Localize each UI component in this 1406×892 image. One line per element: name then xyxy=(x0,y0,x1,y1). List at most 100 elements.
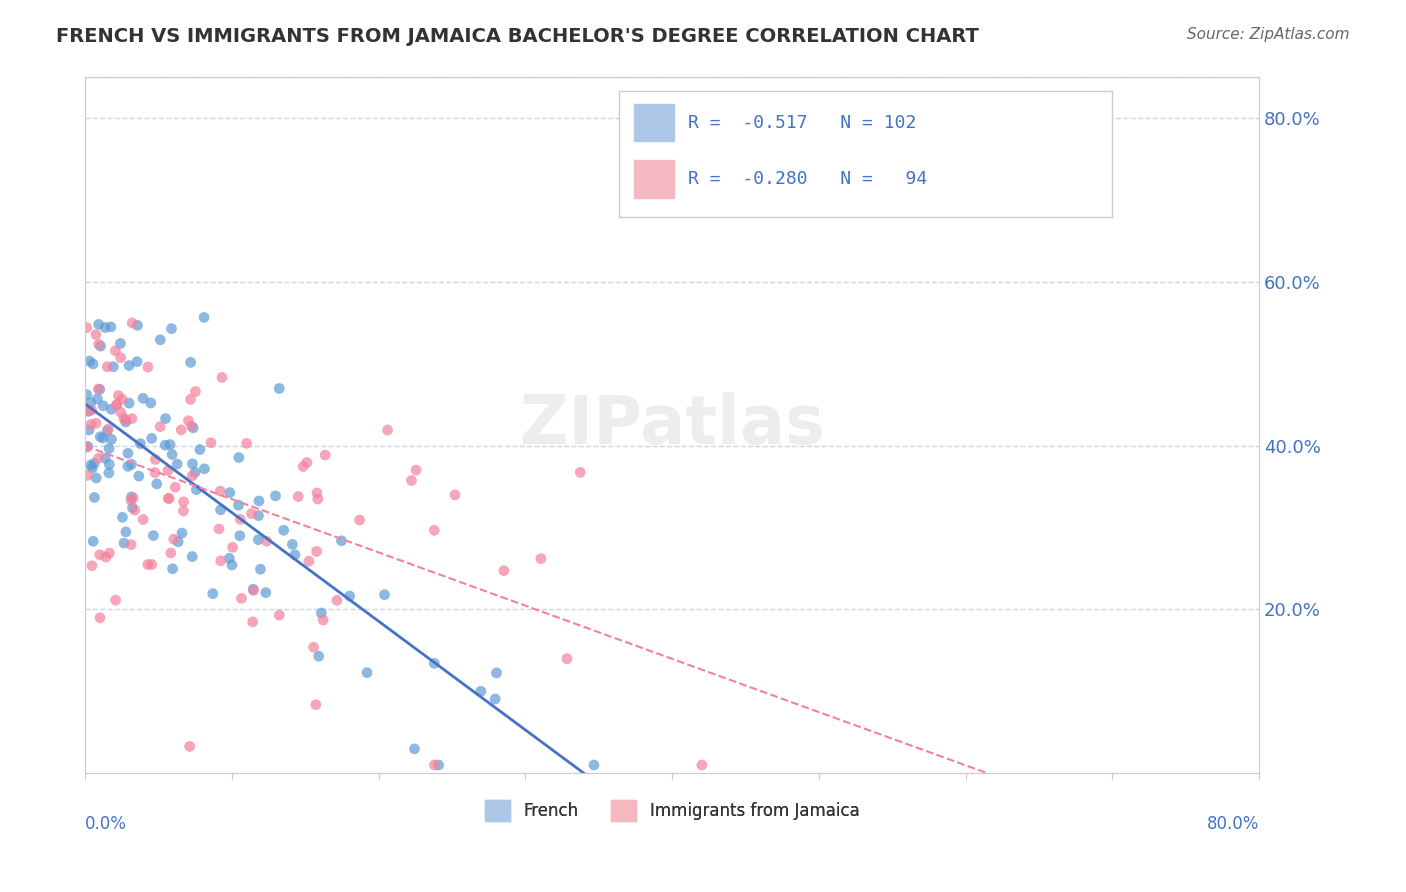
French xyxy=(218,485,240,500)
Immigrants from Jamaica xyxy=(136,558,159,572)
French xyxy=(247,508,270,523)
French xyxy=(281,537,304,551)
Immigrants from Jamaica xyxy=(143,452,166,467)
French xyxy=(470,684,492,698)
French xyxy=(153,438,176,452)
French xyxy=(127,354,149,368)
Immigrants from Jamaica xyxy=(110,351,132,365)
Immigrants from Jamaica xyxy=(209,554,232,568)
Immigrants from Jamaica xyxy=(492,564,515,578)
Immigrants from Jamaica xyxy=(159,546,181,560)
Immigrants from Jamaica xyxy=(76,440,98,454)
Immigrants from Jamaica xyxy=(76,468,98,483)
Immigrants from Jamaica xyxy=(200,435,222,450)
French xyxy=(80,395,103,409)
Immigrants from Jamaica xyxy=(120,493,142,508)
Immigrants from Jamaica xyxy=(177,414,200,428)
Immigrants from Jamaica xyxy=(530,551,553,566)
Immigrants from Jamaica xyxy=(104,593,127,607)
French xyxy=(485,665,508,680)
Immigrants from Jamaica xyxy=(110,405,132,419)
French xyxy=(188,442,211,457)
Immigrants from Jamaica xyxy=(209,484,232,499)
Immigrants from Jamaica xyxy=(84,416,107,430)
Immigrants from Jamaica xyxy=(76,320,98,334)
Immigrants from Jamaica xyxy=(229,512,252,526)
French xyxy=(132,392,155,406)
French xyxy=(112,536,135,550)
Immigrants from Jamaica xyxy=(120,538,142,552)
Immigrants from Jamaica xyxy=(295,455,318,469)
French xyxy=(100,319,122,334)
Immigrants from Jamaica xyxy=(96,359,118,374)
Immigrants from Jamaica xyxy=(104,343,127,358)
French xyxy=(96,424,118,438)
French xyxy=(110,336,132,351)
French xyxy=(141,431,163,445)
French xyxy=(83,491,105,505)
French xyxy=(201,587,224,601)
Immigrants from Jamaica xyxy=(298,554,321,568)
Text: 0.0%: 0.0% xyxy=(86,815,127,833)
Immigrants from Jamaica xyxy=(231,591,253,606)
Immigrants from Jamaica xyxy=(305,698,328,712)
French xyxy=(249,562,271,576)
French xyxy=(94,320,117,334)
French xyxy=(242,582,264,597)
Immigrants from Jamaica xyxy=(79,403,101,417)
Immigrants from Jamaica xyxy=(157,491,180,506)
French xyxy=(100,402,122,417)
French xyxy=(111,510,134,524)
Immigrants from Jamaica xyxy=(124,503,146,517)
French xyxy=(77,423,100,437)
French xyxy=(484,692,506,706)
French xyxy=(423,657,446,671)
Immigrants from Jamaica xyxy=(569,466,592,480)
French xyxy=(264,489,287,503)
Immigrants from Jamaica xyxy=(122,491,145,505)
French xyxy=(221,558,243,572)
French xyxy=(170,526,193,541)
French xyxy=(80,458,103,472)
Immigrants from Jamaica xyxy=(173,495,195,509)
French xyxy=(89,430,111,444)
Immigrants from Jamaica xyxy=(292,459,315,474)
Immigrants from Jamaica xyxy=(105,398,128,412)
French xyxy=(118,396,141,410)
French xyxy=(128,469,150,483)
French xyxy=(269,382,291,396)
French xyxy=(149,333,172,347)
Immigrants from Jamaica xyxy=(132,512,155,526)
French xyxy=(84,471,107,485)
Text: Source: ZipAtlas.com: Source: ZipAtlas.com xyxy=(1187,27,1350,42)
Immigrants from Jamaica xyxy=(184,384,207,399)
Immigrants from Jamaica xyxy=(87,382,110,396)
French xyxy=(273,523,295,537)
French xyxy=(160,447,183,461)
Immigrants from Jamaica xyxy=(287,490,309,504)
Legend: French, Immigrants from Jamaica: French, Immigrants from Jamaica xyxy=(478,794,866,828)
Text: FRENCH VS IMMIGRANTS FROM JAMAICA BACHELOR'S DEGREE CORRELATION CHART: FRENCH VS IMMIGRANTS FROM JAMAICA BACHEL… xyxy=(56,27,979,45)
French xyxy=(142,528,165,542)
French xyxy=(181,457,204,471)
Immigrants from Jamaica xyxy=(89,611,111,625)
Immigrants from Jamaica xyxy=(242,583,264,598)
Immigrants from Jamaica xyxy=(87,337,110,351)
French xyxy=(247,533,270,547)
Immigrants from Jamaica xyxy=(163,533,186,547)
Immigrants from Jamaica xyxy=(112,411,135,425)
Immigrants from Jamaica xyxy=(405,463,427,477)
French xyxy=(121,458,143,472)
Immigrants from Jamaica xyxy=(170,423,193,437)
Immigrants from Jamaica xyxy=(80,403,103,417)
Immigrants from Jamaica xyxy=(305,486,328,500)
French xyxy=(100,433,122,447)
French xyxy=(118,359,141,373)
Immigrants from Jamaica xyxy=(690,758,713,772)
French xyxy=(82,534,104,549)
French xyxy=(311,606,333,620)
French xyxy=(228,450,250,465)
French xyxy=(117,459,139,474)
French xyxy=(582,758,605,772)
Immigrants from Jamaica xyxy=(89,548,111,562)
